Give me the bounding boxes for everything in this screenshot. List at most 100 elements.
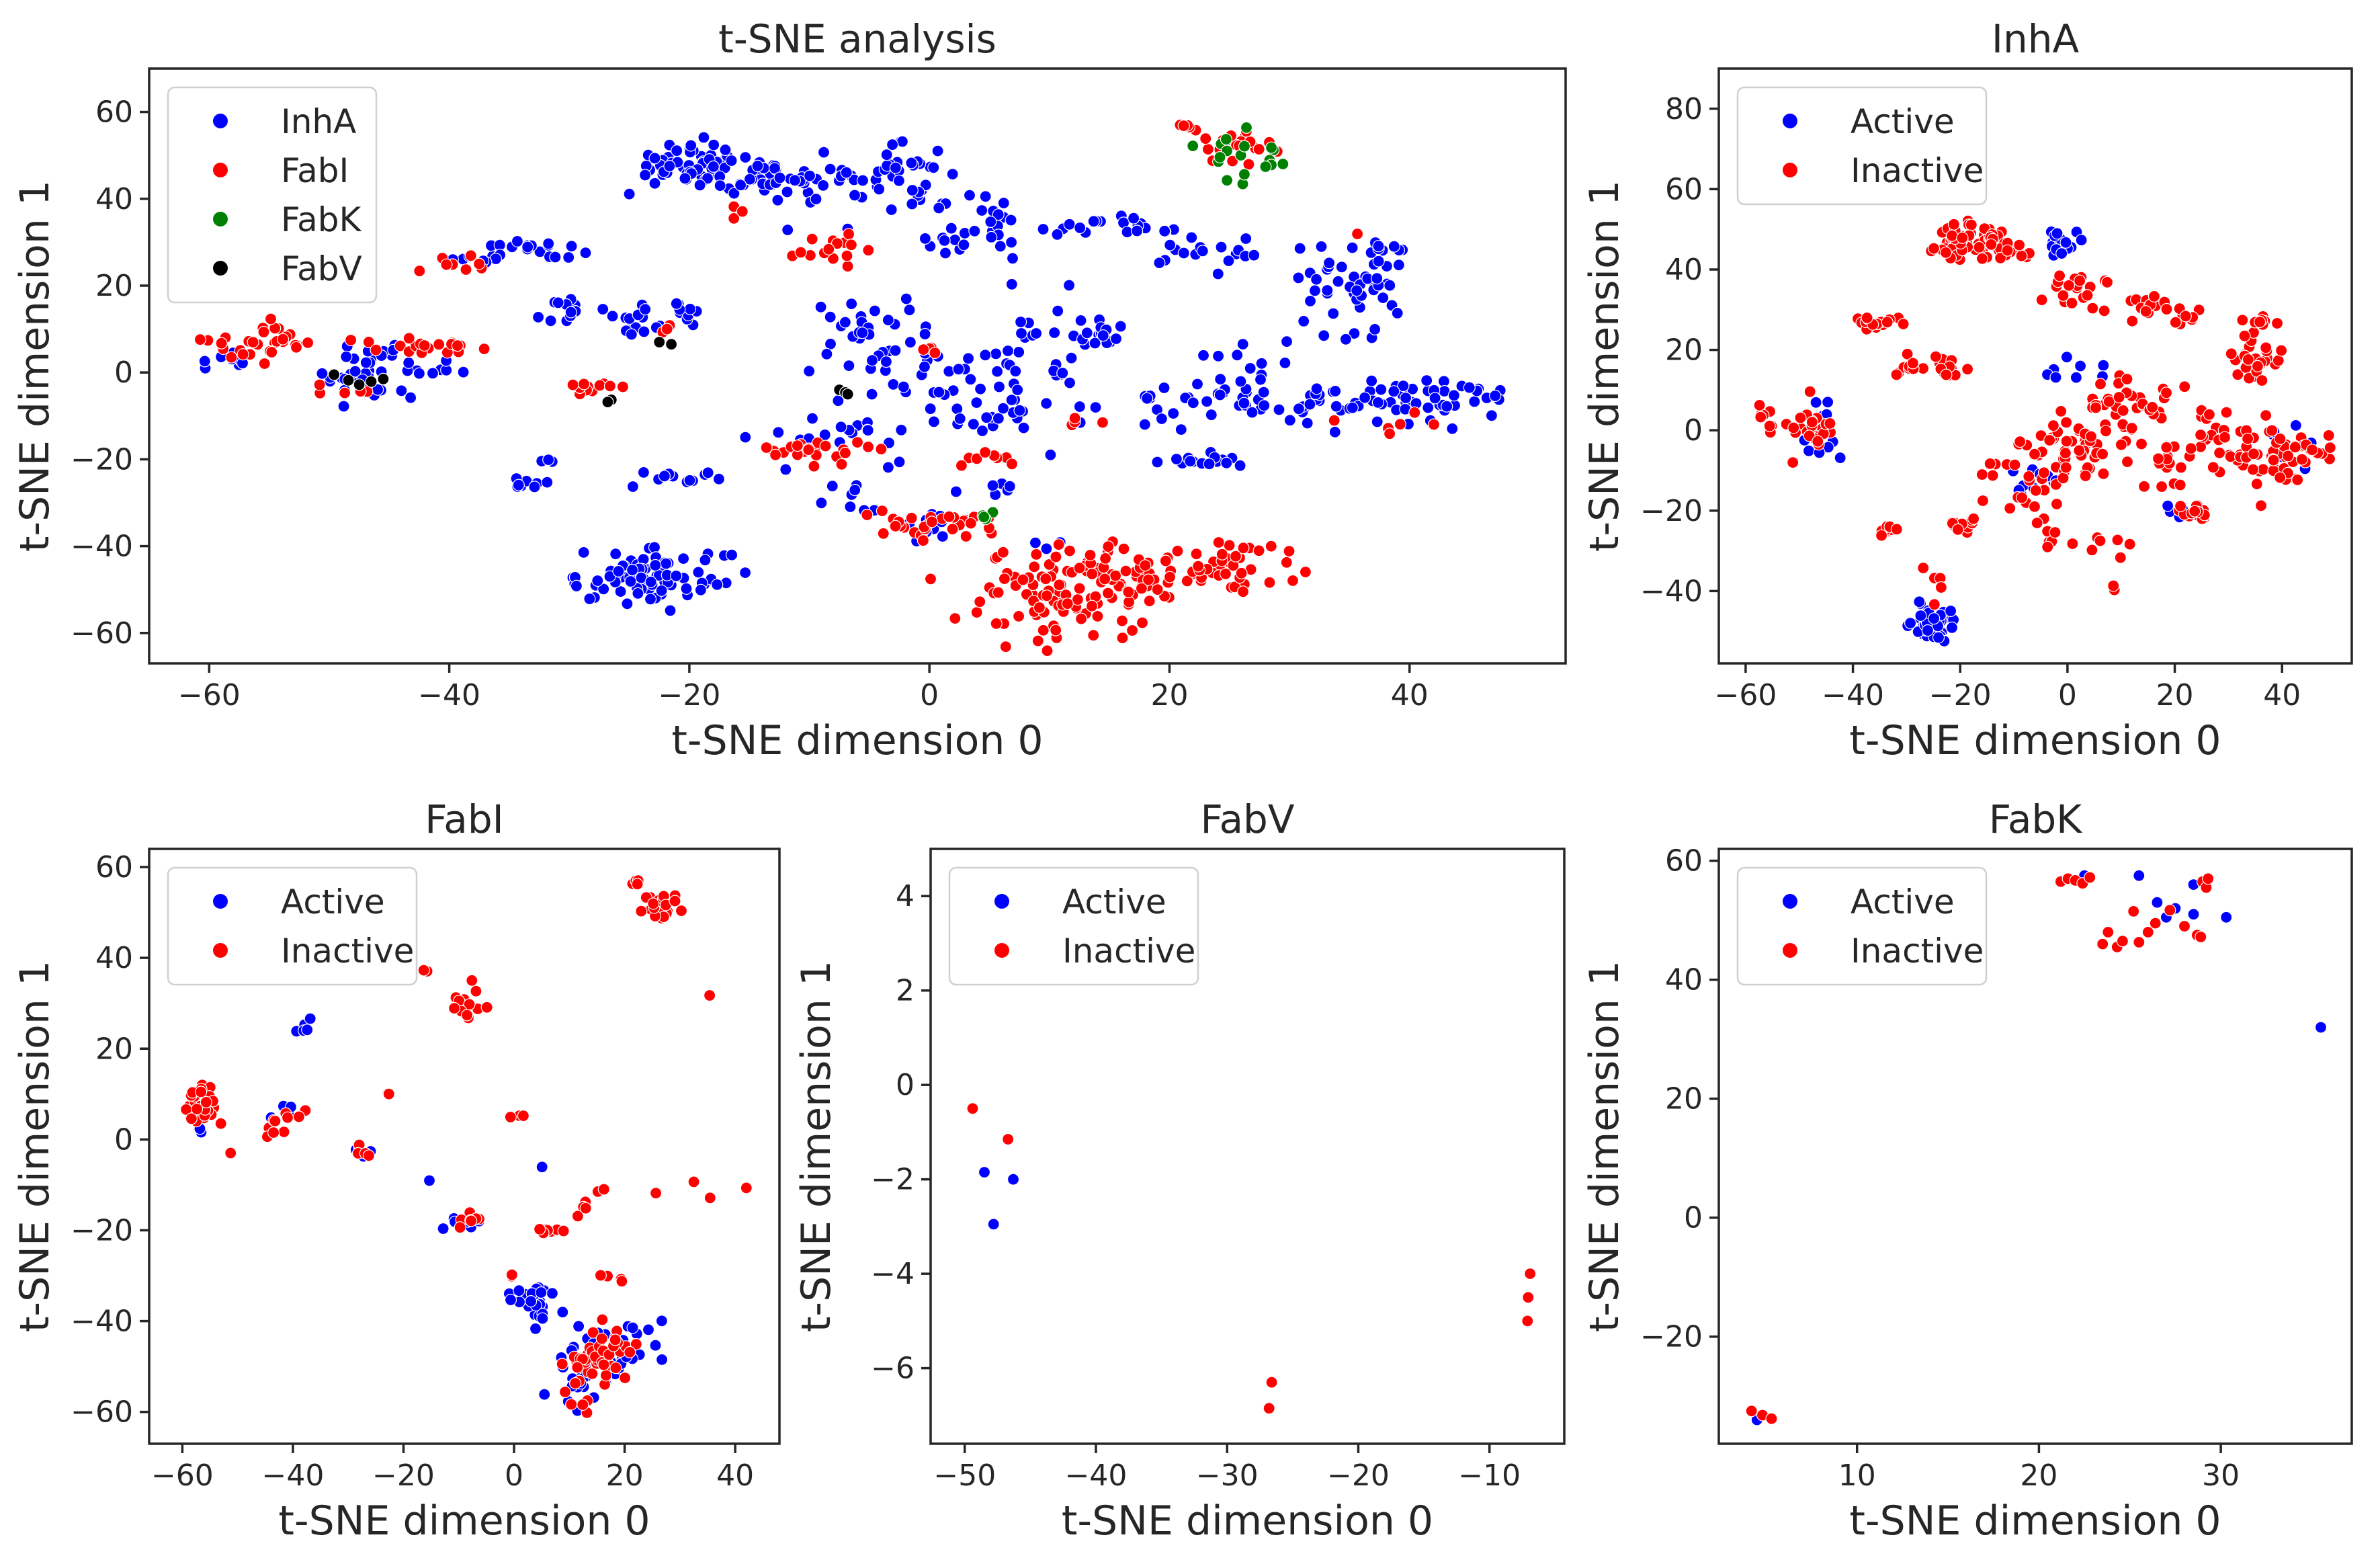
data-point [601,395,614,409]
data-point [861,424,874,437]
data-point [511,235,524,248]
data-point [917,534,930,547]
series-inactive [1753,214,2336,611]
data-point [1117,542,1130,555]
data-point [1299,565,1312,579]
data-point [2016,491,2029,504]
data-point [413,265,426,278]
data-point [999,641,1012,653]
x-tick-label: 0 [505,1458,523,1493]
data-point [1803,429,1816,442]
data-point [842,228,855,241]
data-point [704,1192,716,1204]
data-point [1265,540,1277,552]
data-point [987,1218,1000,1231]
data-point [840,166,853,179]
data-point [1822,396,1834,409]
data-point [544,315,557,327]
data-point [1929,350,1942,363]
data-point [2057,472,2070,485]
data-point [1984,457,1996,470]
data-point [1765,1412,1778,1425]
data-point [945,222,958,235]
data-point [2121,455,2134,468]
data-point [1763,419,1776,432]
data-point [1263,1402,1275,1415]
legend-marker [213,261,228,276]
data-point [597,1358,610,1371]
series-fabv [328,335,854,409]
data-point [820,347,833,360]
data-point [2125,421,2138,435]
data-point [1177,247,1190,259]
data-point [513,1284,525,1297]
data-point [1921,624,1934,637]
data-point [2291,473,2304,487]
data-point [1279,356,1291,370]
data-point [1158,381,1171,395]
data-point [1524,1267,1537,1280]
data-point [1351,284,1363,297]
y-tick-label: −20 [1640,494,1703,528]
data-point [702,466,714,479]
axes-frame [929,848,1566,1445]
data-point [839,446,852,460]
data-point [649,1339,662,1352]
data-point [2295,453,2308,466]
data-point [565,240,578,253]
data-point [906,183,919,197]
data-point [992,380,1006,393]
x-tick-label: −50 [933,1458,996,1493]
data-point [955,459,968,472]
data-point [569,1377,582,1390]
data-point [214,1117,227,1130]
data-point [849,483,861,497]
data-point [736,205,749,218]
legend: InhA FabI FabK FabV [167,86,378,304]
data-point [927,415,941,428]
data-point [402,332,415,345]
data-point [693,179,706,192]
x-axis-label: t-SNE dimension 0 [1849,717,2221,764]
data-point [1040,397,1053,410]
data-point [1220,174,1234,187]
data-point [536,1312,549,1325]
data-point [2184,442,2197,455]
data-point [394,339,407,352]
data-point [552,296,564,309]
legend-item-inha: InhA [213,102,356,141]
data-point [680,582,693,595]
data-point [1346,401,1359,414]
y-tick-label: 20 [95,1032,133,1066]
data-point [587,1326,599,1339]
data-point [413,367,426,380]
data-point [606,310,619,323]
data-point [618,1372,632,1385]
data-point [2274,471,2287,484]
data-point [974,382,987,395]
x-tick-label: 30 [2202,1458,2240,1493]
data-point [751,159,764,172]
data-point [862,244,875,257]
data-point [2207,461,2219,474]
x-tick-label: 10 [1838,1458,1876,1493]
data-point [946,168,959,181]
data-point [615,1275,628,1288]
data-point [2250,477,2263,491]
data-point [2066,537,2079,550]
legend-marker [213,163,228,177]
data-point [1803,385,1816,398]
data-point [2195,428,2207,442]
data-point [370,343,382,356]
data-point [808,460,820,472]
data-point [694,583,708,596]
y-tick-label: 40 [1665,963,1703,997]
x-axis-label: t-SNE dimension 0 [671,717,1043,764]
data-point [1238,397,1250,409]
data-point [892,174,906,187]
data-point [1238,168,1251,181]
axes-frame [148,848,781,1445]
data-point [876,504,889,518]
data-point [533,1223,546,1236]
data-point [609,1362,622,1374]
